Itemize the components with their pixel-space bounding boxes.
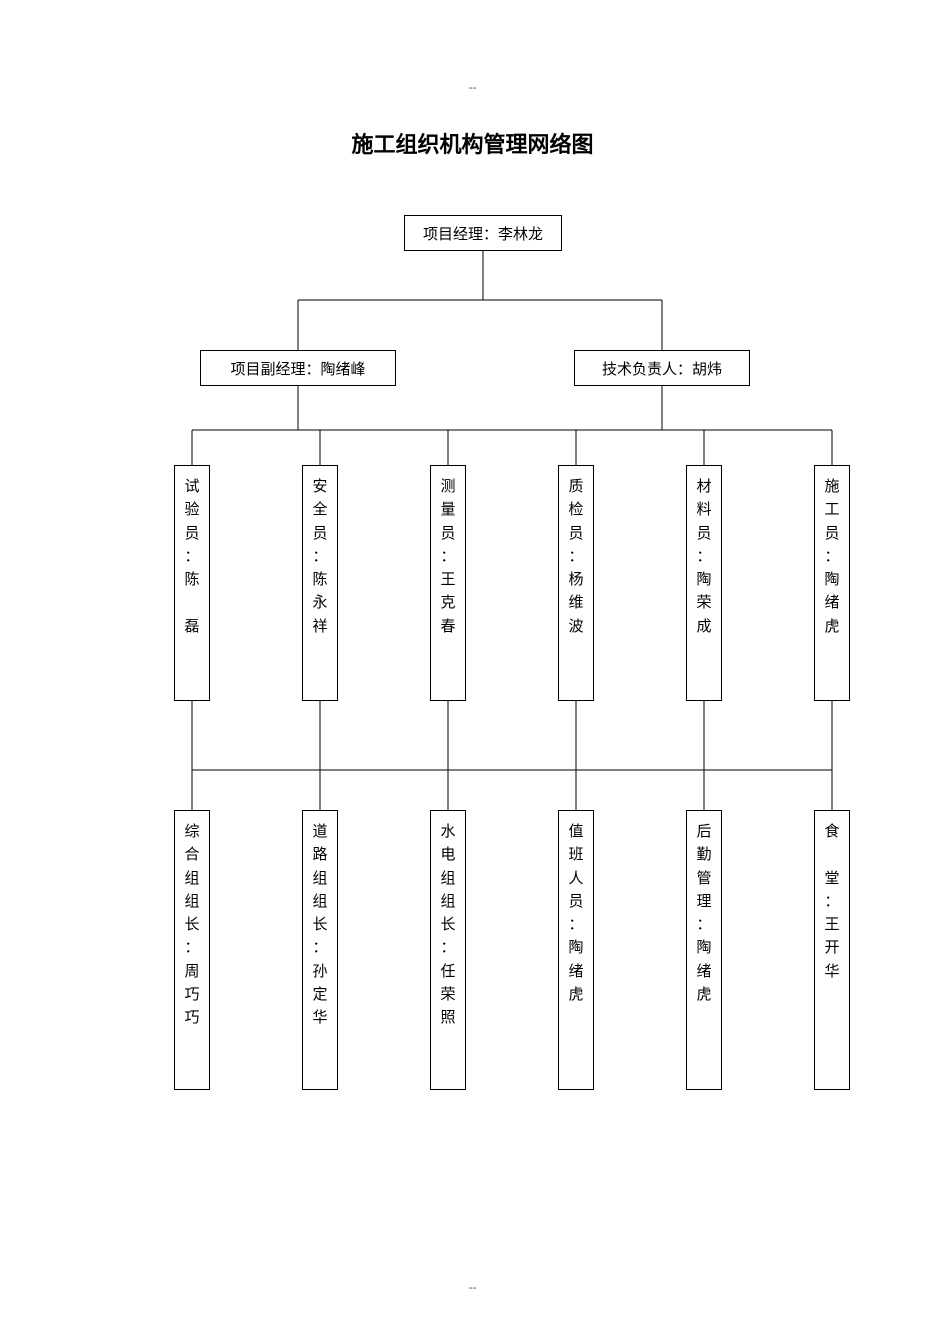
org-l4-3: 值班人员：陶绪虎: [558, 810, 594, 1090]
org-deputy-box: 项目副经理：陶绪峰: [200, 350, 396, 386]
page-mark-bottom: --: [469, 1280, 477, 1295]
org-l4-2: 水电组组长：任荣照: [430, 810, 466, 1090]
org-l3-4: 材料员：陶荣成: [686, 465, 722, 701]
org-l3-1: 安全员：陈永祥: [302, 465, 338, 701]
page-title: 施工组织机构管理网络图: [351, 127, 593, 159]
org-connectors: [0, 0, 945, 1337]
org-l4-1: 道路组组长：孙定华: [302, 810, 338, 1090]
org-l3-5: 施工员：陶绪虎: [814, 465, 850, 701]
org-root-box: 项目经理：李林龙: [404, 215, 562, 251]
org-l4-4: 后勤管理：陶绪虎: [686, 810, 722, 1090]
org-l3-3: 质检员：杨维波: [558, 465, 594, 701]
page-mark-top: --: [469, 80, 477, 95]
org-l3-2: 测量员：王克春: [430, 465, 466, 701]
org-l4-0: 综合组组长：周巧巧: [174, 810, 210, 1090]
org-l3-0: 试验员：陈 磊: [174, 465, 210, 701]
org-tech-box: 技术负责人：胡炜: [574, 350, 750, 386]
org-l4-5: 食 堂：王开华: [814, 810, 850, 1090]
